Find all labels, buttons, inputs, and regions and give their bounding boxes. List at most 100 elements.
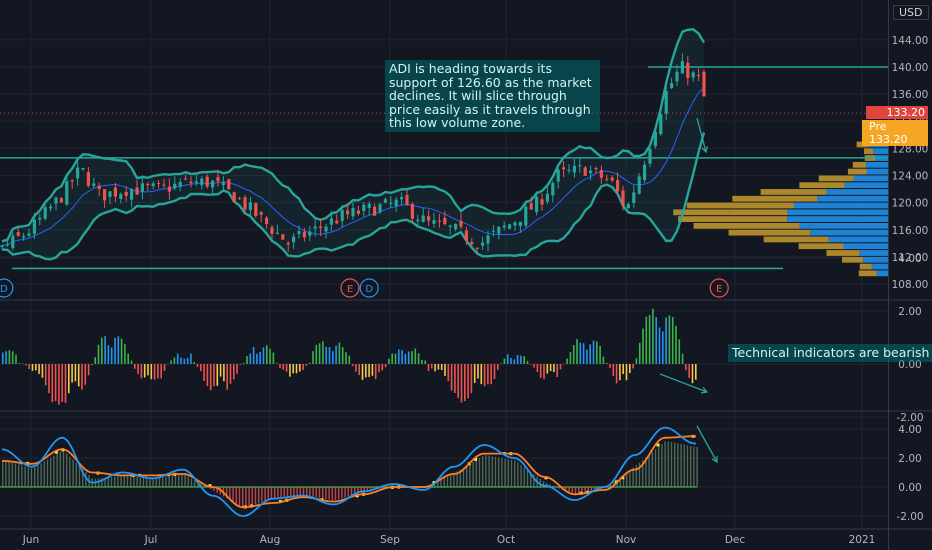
- histogram-bar: [480, 364, 483, 385]
- histogram-bar: [295, 364, 298, 374]
- histogram-bar: [97, 344, 100, 364]
- candle-body: [275, 232, 279, 234]
- macd-histogram-bar: [648, 454, 650, 487]
- macd-histogram-bar: [34, 467, 36, 487]
- candle-body: [556, 169, 560, 182]
- event-marker-e[interactable]: E: [709, 278, 729, 298]
- event-marker-e[interactable]: E: [340, 278, 360, 298]
- y-tick-label: 0.00: [898, 359, 921, 371]
- histogram-bar: [365, 364, 367, 378]
- candle-body: [11, 235, 15, 248]
- candle-body: [589, 170, 593, 174]
- macd-line: [1, 426, 696, 517]
- histogram-bar: [213, 364, 215, 387]
- histogram-bar: [338, 342, 341, 364]
- histogram-bar: [384, 364, 387, 368]
- histogram-bar: [233, 364, 235, 380]
- macd-histogram-bar: [181, 474, 183, 487]
- histogram-bar: [289, 364, 291, 377]
- histogram-bar: [203, 364, 205, 381]
- event-marker-label: E: [716, 284, 722, 295]
- candle-body: [270, 227, 274, 234]
- macd-histogram-bar: [338, 487, 340, 500]
- macd-histogram-bar: [658, 446, 660, 487]
- volume-profile-bar: [693, 222, 800, 229]
- candle-body: [254, 203, 258, 217]
- histogram-bar: [503, 358, 506, 364]
- histogram-bar: [602, 356, 605, 364]
- currency-button[interactable]: USD: [893, 5, 929, 20]
- candle-body: [124, 191, 128, 196]
- candle-body: [135, 187, 139, 195]
- macd-histogram-bar: [370, 487, 372, 491]
- volume-profile-bar: [728, 229, 811, 236]
- support-annotation[interactable]: ADI is heading towards its support of 12…: [385, 60, 600, 132]
- histogram-bar: [361, 364, 364, 380]
- candle-body: [346, 210, 350, 215]
- candle-body: [497, 226, 501, 234]
- y-tick-label: 124.00: [892, 171, 929, 183]
- histogram-bar: [242, 363, 245, 364]
- macd-histogram-bar: [53, 455, 55, 487]
- event-marker-circle: [359, 278, 379, 298]
- y-tick-label: 120.00: [892, 198, 929, 210]
- histogram-bar: [658, 327, 661, 364]
- candle-body: [599, 169, 603, 178]
- candle-body: [151, 183, 155, 186]
- volume-profile-bar: [852, 161, 867, 168]
- histogram-bar: [51, 364, 54, 403]
- histogram-bar: [21, 363, 24, 364]
- volume-profile-bar: [828, 236, 888, 243]
- histogram-bar: [394, 353, 397, 364]
- candle-body: [437, 220, 441, 222]
- event-marker-d[interactable]: D: [359, 278, 379, 298]
- macd-histogram-bar: [264, 487, 266, 502]
- macd-histogram-bar: [507, 459, 509, 487]
- histogram-bar: [609, 364, 611, 368]
- candle-body: [38, 217, 42, 220]
- candle-body: [76, 167, 80, 179]
- macd-histogram-bar: [18, 464, 20, 487]
- macd-histogram-bar: [254, 487, 257, 505]
- candle-body: [621, 190, 625, 206]
- histogram-bar: [378, 364, 380, 373]
- pre-market-label: Pre 133.20: [862, 120, 928, 146]
- histogram-bar: [645, 316, 648, 364]
- macd-histogram-bar: [50, 457, 52, 487]
- histogram-bar: [470, 364, 473, 394]
- event-marker-d[interactable]: D: [0, 278, 14, 298]
- histogram-bar: [467, 364, 469, 399]
- candle-body: [454, 223, 458, 230]
- macd-histogram-bar: [350, 487, 353, 496]
- histogram-bar: [513, 359, 516, 364]
- volume-profile-bar: [844, 182, 888, 189]
- candle-body: [513, 222, 517, 226]
- macd-histogram-bar: [654, 449, 657, 487]
- candle-body: [119, 194, 123, 199]
- histogram-bar: [391, 353, 393, 364]
- macd-histogram-bar: [197, 482, 199, 487]
- indicator-annotation[interactable]: Technical indicators are bearish and sho…: [728, 344, 932, 362]
- macd-histogram-bar: [642, 459, 644, 487]
- histogram-bar: [381, 364, 384, 371]
- histogram-bar: [94, 357, 96, 364]
- volume-profile-bar: [763, 236, 829, 243]
- histogram-bar: [229, 364, 232, 384]
- candle-body: [697, 75, 701, 77]
- candle-body: [308, 231, 312, 236]
- macd-histogram-bar: [232, 487, 234, 502]
- candle-body: [475, 247, 479, 249]
- histogram-bar: [190, 353, 192, 364]
- macd-histogram-bar: [667, 441, 669, 487]
- macd-histogram-bar: [517, 462, 519, 487]
- volume-profile-bar: [793, 202, 888, 209]
- macd-histogram-bar: [347, 487, 349, 497]
- candle-body: [378, 204, 382, 213]
- event-marker-circle: [340, 278, 360, 298]
- macd-histogram-bar: [318, 487, 321, 498]
- histogram-bar: [71, 364, 73, 383]
- macd-histogram-bar: [629, 470, 631, 487]
- histogram-bar: [183, 358, 186, 364]
